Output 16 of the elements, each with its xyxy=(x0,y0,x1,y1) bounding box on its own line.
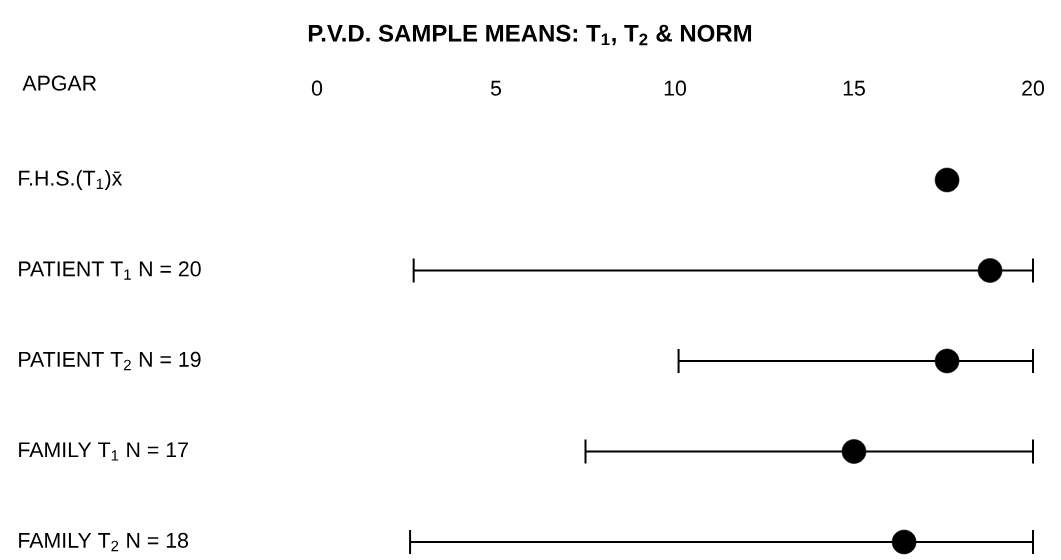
y-tick-label: PATIENT T$_{1}$ N = 20 xyxy=(19,261,201,280)
point xyxy=(934,348,960,374)
x-tick-label: 15 xyxy=(843,80,865,96)
x-axis-title: APGAR xyxy=(22,75,97,91)
x-tick-label: 0 xyxy=(311,80,323,96)
x-tick-label: 10 xyxy=(664,80,687,96)
x-tick-label: 5 xyxy=(490,80,502,96)
y-tick-label: PATIENT T$_{2}$ N = 19 xyxy=(19,351,201,371)
point xyxy=(977,258,1003,283)
y-tick-label: FAMILY T$_{2}$ N = 18 xyxy=(19,532,189,552)
x-tick-label: 20 xyxy=(1022,80,1045,96)
y-tick-label: FAMILY T$_{1}$ N = 17 xyxy=(19,442,188,461)
point xyxy=(841,439,867,464)
point xyxy=(934,167,960,193)
y-tick-label: F.H.S.(T$_{1}$)x̄ xyxy=(19,170,123,190)
chart-title: P.V.D. SAMPLE MEANS: T$_{1}$, T$_{2}$ & NORM xyxy=(308,24,752,46)
